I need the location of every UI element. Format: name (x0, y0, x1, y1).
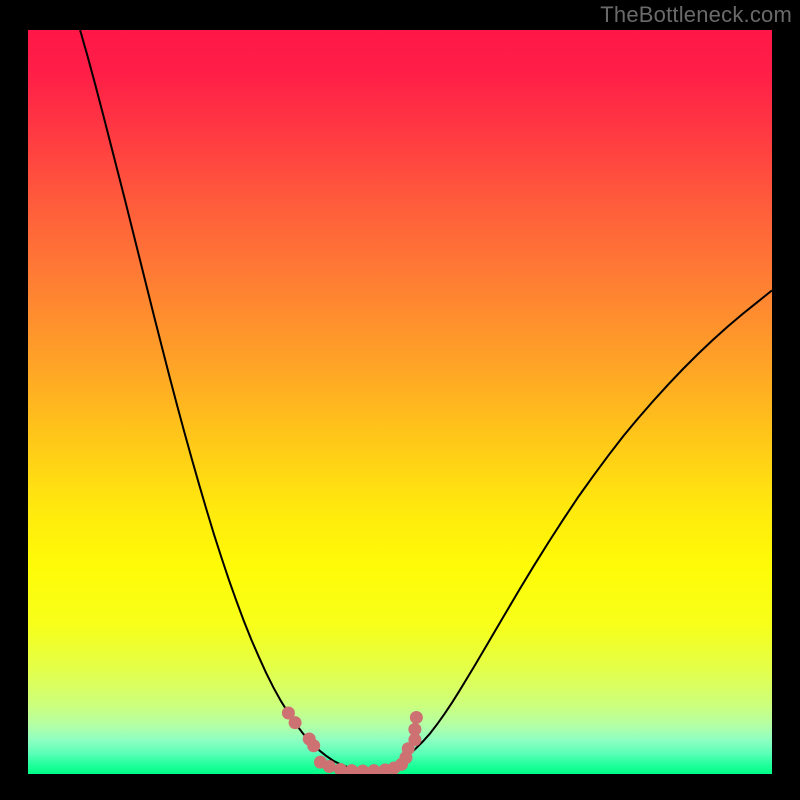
bottleneck-curve-chart (28, 30, 772, 774)
marker-dot (408, 723, 421, 736)
marker-dot (289, 716, 302, 729)
marker-dot (307, 739, 320, 752)
marker-dot (410, 711, 423, 724)
watermark-text: TheBottleneck.com (600, 2, 792, 28)
plot-area (28, 30, 772, 774)
gradient-background (28, 30, 772, 774)
marker-dot (323, 760, 336, 773)
chart-frame: TheBottleneck.com (0, 0, 800, 800)
